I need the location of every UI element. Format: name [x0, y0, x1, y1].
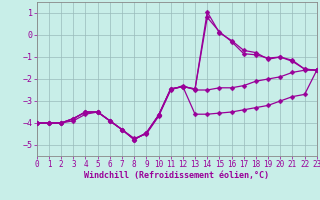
X-axis label: Windchill (Refroidissement éolien,°C): Windchill (Refroidissement éolien,°C) — [84, 171, 269, 180]
